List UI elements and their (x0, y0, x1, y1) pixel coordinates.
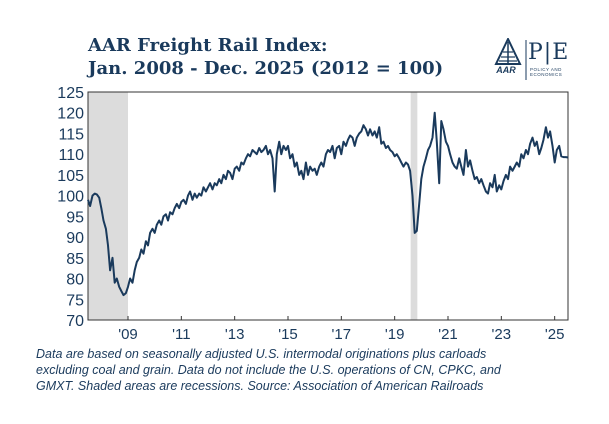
pe-logo-subtitle-line1: POLICY AND (530, 67, 562, 72)
x-tick-label: '09 (118, 326, 138, 343)
y-tick-label: 70 (66, 313, 84, 330)
chart-title-line2: Jan. 2008 - Dec. 2025 (2012 = 100) (88, 58, 444, 79)
x-axis-ticks: '09 '11 '13 '15 '17 '19 '21 '23 '25 (118, 316, 564, 343)
y-tick-label: 125 (57, 85, 84, 102)
x-tick-label: '17 (332, 326, 352, 343)
recession-shading (88, 92, 418, 320)
chart-title-line1: AAR Freight Rail Index: (88, 35, 328, 56)
footnote-line1: Data are based on seasonally adjusted U.… (36, 347, 487, 361)
pe-logo-text: P|E (528, 40, 570, 65)
aar-logo-icon (494, 38, 522, 65)
aar-pe-logo: AAR P|E POLICY AND ECONOMICS (488, 38, 580, 82)
y-tick-label: 110 (58, 147, 84, 164)
y-tick-label: 105 (57, 168, 84, 185)
recession-band-1 (88, 92, 128, 320)
x-tick-label: '23 (492, 326, 512, 343)
aar-logo-text: AAR (496, 65, 516, 75)
index-series-line (87, 111, 569, 297)
chart-title: AAR Freight Rail Index: Jan. 2008 - Dec.… (88, 34, 488, 80)
y-tick-label: 75 (66, 292, 84, 309)
pe-logo-subtitle: POLICY AND ECONOMICS (530, 67, 578, 77)
x-tick-label: '21 (438, 326, 458, 343)
y-tick-label: 85 (66, 251, 84, 268)
chart: 125 120 115 110 105 100 95 90 85 80 75 70 '09 '11 '13… (57, 85, 569, 343)
pe-logo-subtitle-line2: ECONOMICS (530, 72, 563, 77)
logo-divider (525, 40, 527, 80)
y-tick-label: 115 (58, 126, 84, 143)
y-tick-label: 100 (57, 189, 84, 206)
y-tick-label: 120 (57, 106, 84, 123)
y-tick-label: 90 (66, 230, 84, 247)
x-tick-label: '15 (278, 326, 298, 343)
y-axis-ticks: 125 120 115 110 105 100 95 90 85 80 75 70 (57, 85, 84, 330)
footnote: Data are based on seasonally adjusted U.… (36, 346, 596, 394)
x-tick-label: '19 (385, 326, 405, 343)
y-tick-label: 80 (66, 272, 84, 289)
footnote-line3: GMXT. Shaded areas are recessions. Sourc… (36, 379, 484, 393)
plot-frame (87, 91, 569, 321)
x-tick-label: '25 (545, 326, 565, 343)
footnote-line2: excluding coal and grain. Data do not in… (36, 363, 501, 377)
x-tick-label: '13 (225, 326, 245, 343)
x-tick-label: '11 (172, 326, 190, 343)
y-tick-label: 95 (66, 209, 84, 226)
